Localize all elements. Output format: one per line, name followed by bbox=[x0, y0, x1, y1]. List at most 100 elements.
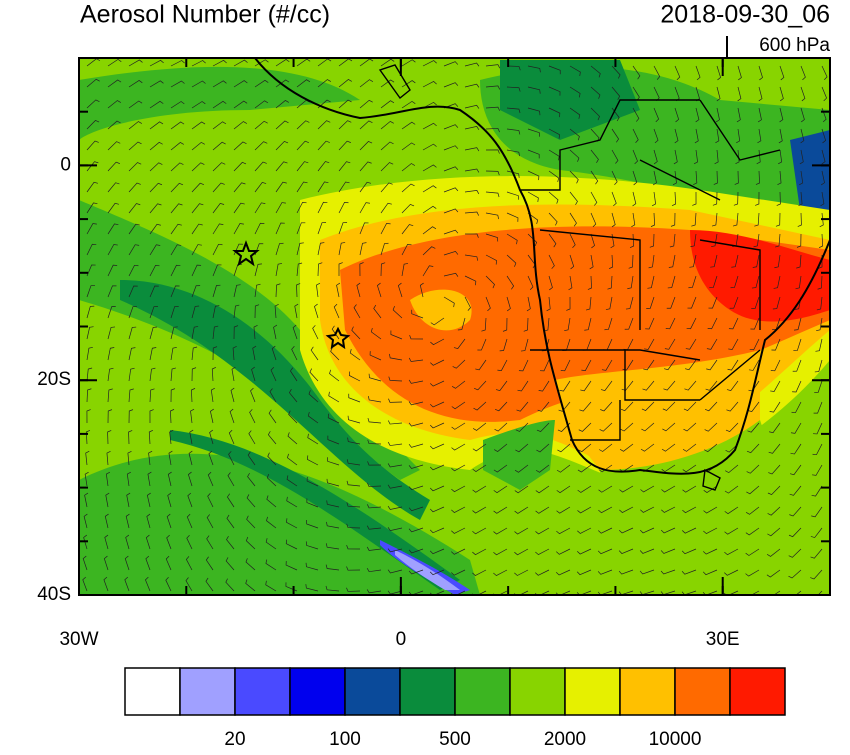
wind-barb bbox=[527, 149, 540, 159]
wind-barb bbox=[611, 212, 616, 228]
wind-barb bbox=[310, 346, 319, 361]
wind-barb bbox=[380, 202, 392, 214]
wind-barb bbox=[703, 548, 718, 555]
wind-barb bbox=[506, 170, 520, 178]
wind-barb bbox=[464, 211, 480, 216]
wind-barb bbox=[464, 126, 480, 130]
wind-barb bbox=[464, 104, 480, 109]
wind-barb bbox=[683, 422, 697, 432]
wind-barb bbox=[599, 422, 613, 432]
wind-barb bbox=[388, 376, 403, 382]
wind-barb bbox=[684, 359, 697, 371]
wind-barb bbox=[769, 422, 781, 434]
wind-barb bbox=[667, 275, 676, 289]
wind-barb bbox=[710, 254, 718, 268]
wind-barb bbox=[735, 149, 740, 165]
wind-barb bbox=[485, 212, 499, 220]
wind-barb bbox=[695, 107, 700, 123]
wind-barb bbox=[632, 191, 637, 207]
wind-barb bbox=[207, 493, 214, 508]
borders bbox=[520, 99, 781, 441]
wind-barb bbox=[369, 351, 382, 361]
wind-barb bbox=[693, 149, 698, 165]
wind-barb bbox=[422, 60, 437, 67]
wind-barb bbox=[771, 338, 781, 351]
wind-barb bbox=[191, 305, 200, 319]
wind-barb bbox=[408, 379, 424, 384]
wind-barb bbox=[190, 408, 195, 424]
y-tick-label: 0 bbox=[60, 154, 71, 175]
wind-barb bbox=[493, 464, 508, 473]
wind-barb bbox=[624, 317, 634, 330]
wind-barb bbox=[170, 244, 182, 256]
wind-barb bbox=[645, 317, 655, 330]
wind-barb bbox=[308, 390, 319, 403]
wind-barb bbox=[611, 191, 617, 207]
wind-barb bbox=[535, 485, 550, 494]
wind-barb bbox=[714, 149, 719, 165]
wind-barb bbox=[706, 338, 718, 350]
wind-barb bbox=[775, 212, 781, 227]
wind-barb bbox=[443, 124, 459, 130]
wind-barb bbox=[145, 555, 151, 571]
wind-barb bbox=[641, 401, 655, 411]
wind-barb bbox=[230, 387, 235, 403]
wind-barb bbox=[380, 182, 393, 193]
wind-barb bbox=[186, 535, 193, 550]
wind-barb bbox=[768, 443, 781, 454]
wind-barbs bbox=[82, 58, 828, 595]
wind-barb bbox=[346, 545, 361, 550]
colorbar-label: 10000 bbox=[649, 729, 702, 750]
wind-barb bbox=[86, 223, 97, 235]
wind-barb bbox=[265, 580, 277, 592]
wind-barb bbox=[212, 243, 223, 256]
wind-barb bbox=[485, 275, 495, 289]
wind-barb bbox=[451, 485, 466, 493]
wind-barb bbox=[149, 100, 164, 109]
wind-barb bbox=[443, 145, 459, 151]
wind-barb bbox=[104, 534, 109, 550]
wind-barb bbox=[516, 401, 529, 412]
wind-barb bbox=[83, 513, 88, 529]
wind-barb bbox=[359, 141, 373, 151]
wind-barb bbox=[788, 548, 802, 558]
wind-barb bbox=[408, 527, 424, 533]
wind-barb bbox=[166, 534, 172, 550]
wind-barb bbox=[767, 527, 781, 537]
wind-barb bbox=[149, 306, 158, 319]
wind-barb bbox=[485, 296, 491, 312]
wind-barb bbox=[569, 86, 581, 98]
wind-barb bbox=[728, 338, 739, 350]
wind-barb bbox=[422, 205, 437, 214]
colorbar-box bbox=[509, 667, 566, 716]
wind-barb bbox=[422, 265, 434, 277]
wind-barb bbox=[366, 525, 382, 530]
wind-barb bbox=[338, 99, 352, 109]
wind-barb bbox=[401, 224, 414, 235]
wind-barb bbox=[347, 415, 361, 424]
wind-barb bbox=[745, 548, 760, 556]
wind-barb bbox=[191, 346, 198, 361]
wind-barb bbox=[794, 317, 802, 331]
wind-barb bbox=[401, 59, 416, 67]
wind-barb bbox=[128, 80, 143, 88]
wind-barb bbox=[772, 296, 781, 310]
wind-barb bbox=[170, 367, 176, 382]
wind-barb bbox=[166, 513, 172, 529]
wind-barb bbox=[422, 246, 436, 256]
wind-barb bbox=[107, 244, 118, 256]
wind-barb bbox=[149, 244, 161, 256]
wind-barb bbox=[618, 548, 634, 554]
wind-barb bbox=[86, 181, 98, 193]
wind-barb bbox=[233, 121, 248, 130]
wind-barb bbox=[86, 388, 92, 403]
wind-barb bbox=[443, 272, 459, 277]
wind-barb bbox=[346, 523, 361, 529]
wind-barb bbox=[86, 326, 94, 340]
wind-barb bbox=[145, 534, 151, 550]
wind-barb bbox=[632, 107, 640, 122]
wind-barb bbox=[819, 212, 824, 228]
wind-barb bbox=[757, 128, 762, 144]
wind-barb bbox=[758, 65, 763, 81]
